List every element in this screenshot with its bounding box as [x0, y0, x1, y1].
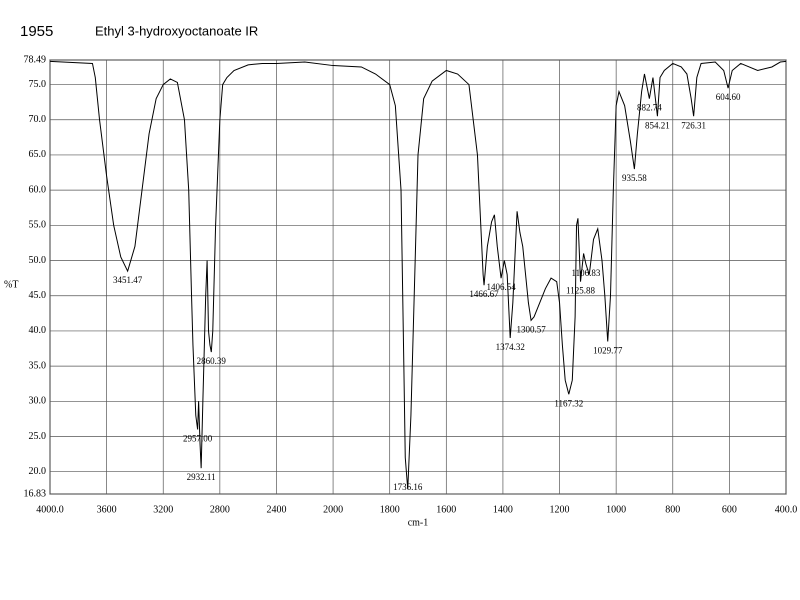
x-tick-label: 2800	[210, 504, 230, 515]
x-tick-label: 800	[665, 504, 680, 515]
x-tick-label: 400.0	[775, 504, 798, 515]
x-tick-label: 2000	[323, 504, 343, 515]
peak-label: 3451.47	[113, 275, 143, 285]
peak-label: 726.31	[681, 120, 706, 130]
x-tick-label: 4000.0	[36, 504, 64, 515]
y-tick-label: 70.0	[29, 114, 47, 125]
peak-label: 1300.57	[516, 324, 546, 334]
peak-label: 1736.16	[393, 482, 423, 492]
peak-label: 882.74	[637, 103, 662, 113]
y-tick-label: 78.49	[24, 54, 47, 65]
peak-label: 1374.32	[496, 342, 525, 352]
peak-label: 1167.32	[554, 398, 583, 408]
x-tick-label: 600	[722, 504, 737, 515]
x-tick-label: 1200	[550, 504, 570, 515]
peak-label: 2860.39	[197, 356, 227, 366]
y-tick-label: 20.0	[29, 466, 47, 477]
x-axis-label: cm-1	[408, 517, 429, 528]
y-tick-label: 35.0	[29, 360, 47, 371]
spectrum-code: 1955	[20, 23, 53, 40]
y-tick-label: 45.0	[29, 290, 47, 301]
x-tick-label: 3600	[97, 504, 117, 515]
x-tick-label: 1800	[380, 504, 400, 515]
y-tick-label: 65.0	[29, 149, 47, 160]
x-tick-label: 2400	[266, 504, 286, 515]
plot-frame	[49, 59, 787, 495]
peak-label: 1106.83	[571, 268, 600, 278]
y-tick-label: 60.0	[29, 184, 47, 195]
x-tick-label: 1600	[436, 504, 456, 515]
chart-title: Ethyl 3-hydroxyoctanoate IR	[95, 23, 258, 38]
peak-label: 1029.77	[593, 346, 623, 356]
spectrum-line	[49, 60, 787, 490]
y-axis-label: %T	[4, 279, 18, 290]
peak-label: 604.60	[716, 92, 741, 102]
peak-label: 2932.11	[187, 472, 216, 482]
y-tick-label: 16.83	[24, 488, 47, 499]
y-tick-label: 55.0	[29, 220, 47, 231]
y-tick-label: 25.0	[29, 431, 47, 442]
peak-label: 854.21	[645, 120, 670, 130]
x-tick-label: 1000	[606, 504, 626, 515]
y-tick-label: 50.0	[29, 255, 47, 266]
y-tick-label: 75.0	[29, 79, 47, 90]
peak-label: 2957.00	[183, 434, 213, 444]
y-tick-label: 30.0	[29, 396, 47, 407]
y-tick-label: 40.0	[29, 325, 47, 336]
peak-label: 1406.54	[486, 282, 516, 292]
x-tick-label: 3200	[153, 504, 173, 515]
peak-label: 1466.67	[469, 289, 499, 299]
x-tick-label: 1400	[493, 504, 513, 515]
peak-label: 935.58	[622, 173, 647, 183]
peak-label: 1125.88	[566, 286, 595, 296]
